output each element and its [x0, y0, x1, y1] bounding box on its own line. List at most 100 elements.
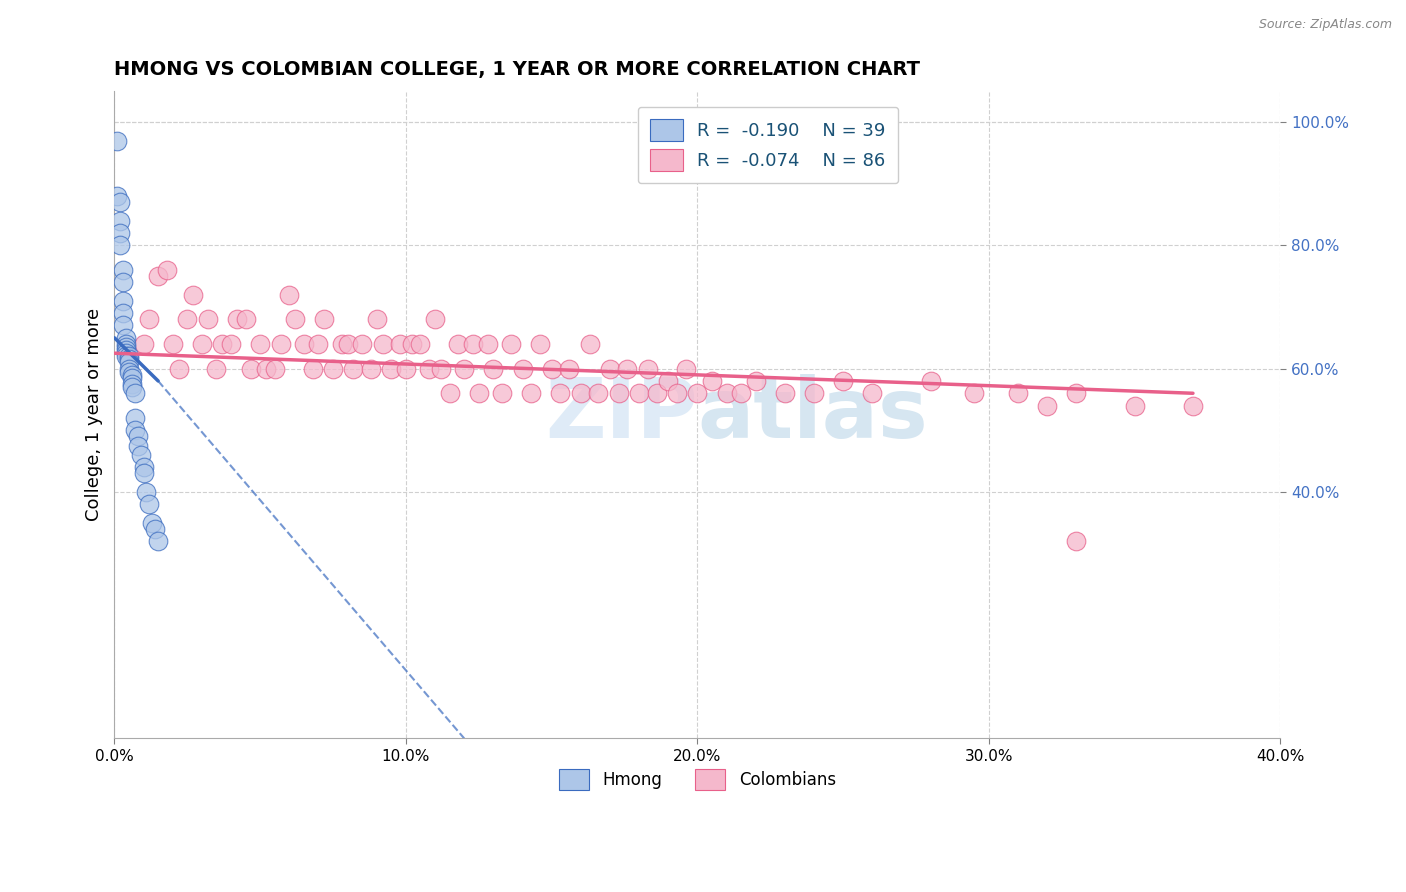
Point: [657, 374, 679, 388]
Point: [468, 386, 491, 401]
Point: [110, 213, 132, 227]
Point: [240, 361, 263, 376]
Point: [110, 195, 132, 210]
Point: [803, 386, 825, 401]
Point: [491, 386, 513, 401]
Point: [512, 361, 534, 376]
Point: [138, 312, 160, 326]
Point: [832, 374, 855, 388]
Point: [401, 337, 423, 351]
Point: [447, 337, 470, 351]
Point: [550, 386, 572, 401]
Point: [628, 386, 651, 401]
Point: [124, 423, 146, 437]
Text: atlas: atlas: [697, 375, 928, 455]
Point: [423, 312, 446, 326]
Point: [482, 361, 505, 376]
Point: [225, 312, 247, 326]
Point: [637, 361, 659, 376]
Point: [219, 337, 242, 351]
Point: [115, 343, 138, 358]
Point: [197, 312, 219, 326]
Point: [132, 460, 155, 475]
Point: [1181, 399, 1204, 413]
Point: [112, 293, 135, 308]
Point: [249, 337, 271, 351]
Point: [105, 189, 128, 203]
Point: [112, 276, 135, 290]
Point: [121, 368, 143, 382]
Point: [380, 361, 402, 376]
Point: [342, 361, 364, 376]
Point: [112, 263, 135, 277]
Point: [430, 361, 453, 376]
Point: [292, 337, 315, 351]
Point: [115, 337, 138, 351]
Point: [132, 337, 155, 351]
Point: [389, 337, 412, 351]
Point: [118, 355, 141, 369]
Point: [118, 365, 141, 379]
Point: [115, 346, 138, 360]
Point: [395, 361, 418, 376]
Point: [235, 312, 257, 326]
Point: [115, 331, 138, 345]
Point: [254, 361, 277, 376]
Point: [118, 361, 141, 376]
Point: [314, 312, 336, 326]
Point: [616, 361, 638, 376]
Point: [118, 349, 141, 363]
Point: [716, 386, 738, 401]
Point: [112, 318, 135, 333]
Point: [105, 134, 128, 148]
Point: [599, 361, 621, 376]
Point: [336, 337, 359, 351]
Point: [675, 361, 697, 376]
Point: [127, 429, 149, 443]
Point: [118, 352, 141, 367]
Point: [110, 238, 132, 252]
Point: [205, 361, 228, 376]
Point: [127, 439, 149, 453]
Point: [143, 522, 166, 536]
Point: [666, 386, 689, 401]
Point: [607, 386, 630, 401]
Point: [308, 337, 330, 351]
Text: HMONG VS COLOMBIAN COLLEGE, 1 YEAR OR MORE CORRELATION CHART: HMONG VS COLOMBIAN COLLEGE, 1 YEAR OR MO…: [114, 60, 921, 78]
Point: [284, 312, 307, 326]
Point: [1066, 534, 1088, 549]
Point: [588, 386, 610, 401]
Y-axis label: College, 1 year or more: College, 1 year or more: [86, 309, 103, 522]
Point: [322, 361, 344, 376]
Point: [112, 306, 135, 320]
Point: [270, 337, 292, 351]
Point: [366, 312, 388, 326]
Point: [700, 374, 723, 388]
Point: [578, 337, 600, 351]
Point: [1123, 399, 1146, 413]
Point: [176, 312, 198, 326]
Point: [1036, 399, 1059, 413]
Point: [477, 337, 499, 351]
Point: [686, 386, 709, 401]
Point: [138, 497, 160, 511]
Text: Source: ZipAtlas.com: Source: ZipAtlas.com: [1258, 18, 1392, 31]
Point: [135, 484, 157, 499]
Point: [162, 337, 184, 351]
Point: [115, 349, 138, 363]
Point: [773, 386, 796, 401]
Point: [529, 337, 551, 351]
Point: [181, 287, 204, 301]
Point: [124, 411, 146, 425]
Point: [352, 337, 374, 351]
Point: [730, 386, 752, 401]
Point: [191, 337, 214, 351]
Point: [146, 534, 169, 549]
Point: [499, 337, 522, 351]
Point: [645, 386, 668, 401]
Point: [540, 361, 562, 376]
Point: [520, 386, 543, 401]
Point: [963, 386, 986, 401]
Point: [141, 516, 163, 530]
Point: [301, 361, 323, 376]
